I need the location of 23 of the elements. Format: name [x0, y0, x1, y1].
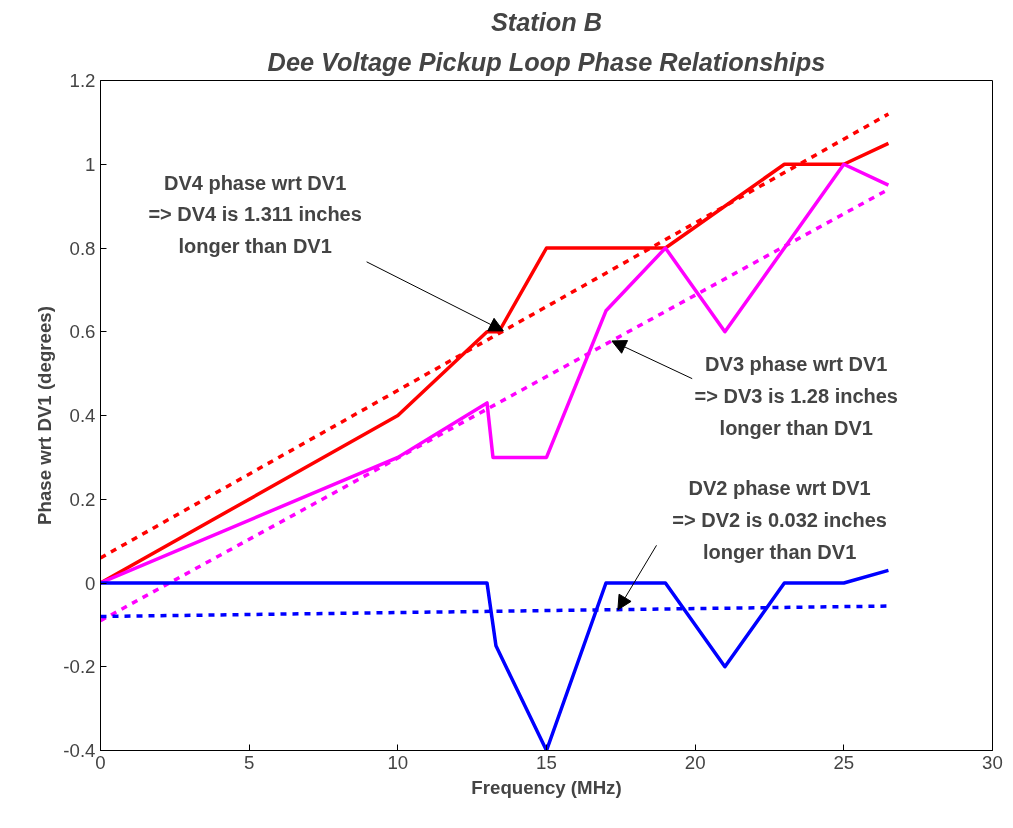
y-tick-label: 0.8 [69, 237, 96, 259]
y-tick-label: 1 [85, 153, 96, 175]
y-tick-label: -0.2 [63, 656, 96, 678]
annotation: DV2 phase wrt DV1 => DV2 is 0.032 inches longer than DV1 [672, 476, 887, 563]
chart-title: Station B [490, 7, 603, 36]
x-tick-label: 20 [684, 751, 706, 773]
x-axis-title: Frequency (MHz) [471, 776, 622, 798]
annotation: DV3 phase wrt DV1 => DV3 is 1.28 inches longer than DV1 [694, 353, 898, 440]
y-tick-label: 0.6 [69, 321, 96, 343]
x-tick-label: 5 [243, 751, 255, 773]
y-tick-label: 0 [85, 572, 96, 594]
x-tick-label: 10 [387, 751, 409, 773]
x-tick-label: 15 [536, 751, 557, 773]
line-series [100, 568, 891, 751]
y-tick-label: 0.4 [69, 405, 96, 426]
y-axis-title: Phase wrt DV1 (degrees) [34, 306, 56, 525]
y-tick-label: 0.2 [69, 488, 96, 510]
annotation: DV4 phase wrt DV1 => DV4 is 1.311 inches longer than DV1 [148, 171, 362, 258]
x-tick-label: 30 [982, 751, 1003, 773]
y-tick-label: 1.2 [69, 70, 96, 91]
y-tick-label: -0.4 [63, 740, 96, 761]
chart-subtitle: Dee Voltage Pickup Loop Phase Relationships [267, 47, 826, 76]
x-tick-label: 25 [833, 751, 855, 773]
